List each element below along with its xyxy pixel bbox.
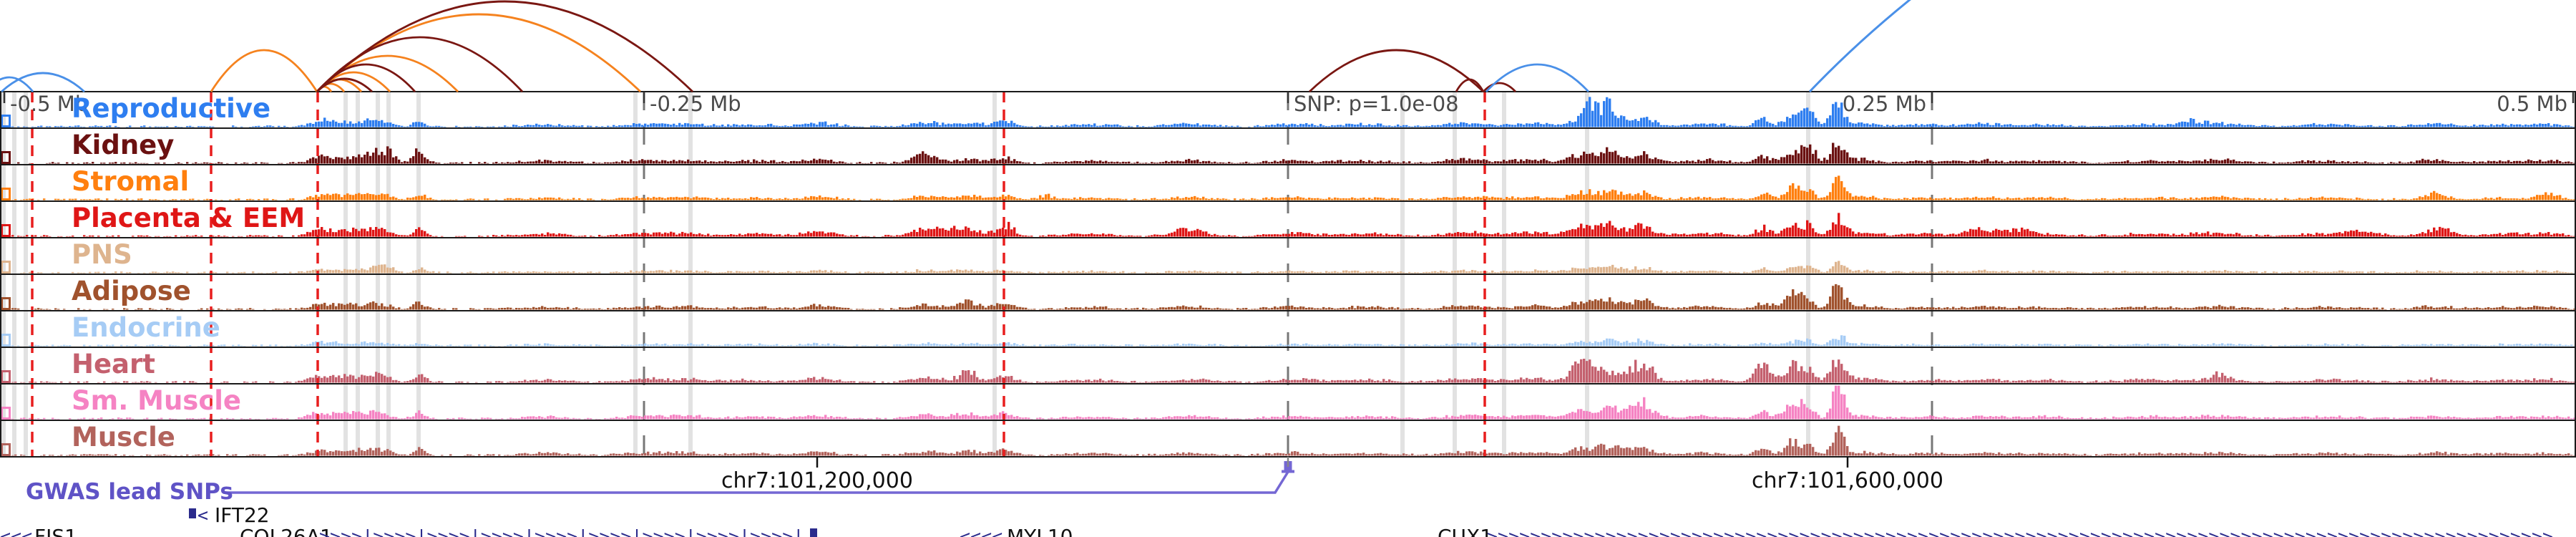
interaction-arc-blue <box>0 76 34 92</box>
gene-exon-box-ift22 <box>189 508 196 518</box>
signal-track-endocrine <box>6 335 2576 347</box>
left-edge-peak-outline <box>1 151 11 164</box>
gwas-lead-snps-label: GWAS lead SNPs <box>26 479 233 505</box>
interaction-arc-blue <box>1485 63 1590 92</box>
gene-body-col26a1: >>>>|>>>>|>>>>|>>>>|>>>>|>>>>|>>>>|>>>>|… <box>319 528 809 537</box>
track-label-adipose: Adipose <box>72 276 191 306</box>
interaction-arc-darkred <box>1309 49 1484 93</box>
track-label-stromal: Stromal <box>72 166 190 197</box>
track-label-muscle: Muscle <box>72 422 175 453</box>
gene-body-fis1: <<< <box>0 528 33 537</box>
genome-coordinate-label: chr7:101,600,000 <box>1752 468 1943 493</box>
track-label-placenta-eem: Placenta & EEM <box>72 203 306 233</box>
axis-tick-label: -0.5 Mb <box>10 92 89 116</box>
left-edge-peak-outline <box>1 443 11 456</box>
track-label-endocrine: Endocrine <box>72 312 220 343</box>
left-edge-peak-outline <box>1 370 11 383</box>
left-edge-peak-outline <box>1 224 11 237</box>
axis-tick-label: -0.25 Mb <box>650 92 741 116</box>
left-edge-peak-outline <box>1 407 11 420</box>
left-edge-peak-outline <box>1 261 11 274</box>
track-label-heart: Heart <box>72 349 155 379</box>
interaction-arc-blue <box>1 72 85 93</box>
gene-body-myl10: <<<< <box>960 528 1004 537</box>
signal-track-pns <box>0 261 2573 274</box>
interaction-arc-darkred <box>316 0 693 93</box>
track-label-kidney: Kidney <box>72 130 175 160</box>
axis-tick-label: 0.25 Mb <box>1842 92 1926 116</box>
signal-track-kidney <box>6 142 2576 164</box>
axis-tick-label: 0.5 Mb <box>2497 92 2567 116</box>
gene-label-myl10: MYL10 <box>1007 525 1073 537</box>
interaction-arc-orange <box>210 49 318 92</box>
left-edge-peak-outline <box>1 334 11 347</box>
gene-label-ift22: IFT22 <box>215 503 270 527</box>
lead-snp-pointer-line <box>223 471 1289 494</box>
track-label-sm-muscle: Sm. Muscle <box>72 385 242 416</box>
gene-body-cux1: >>>>>>>>>>>>>>>>>>>>>>>>>>>>>>>>>>>>>>>>… <box>1487 528 2573 537</box>
genome-coordinate-label: chr7:101,200,000 <box>721 468 913 493</box>
gene-exon-box-col26a1 <box>810 528 817 537</box>
interaction-arc-darkred <box>1482 82 1517 92</box>
gene-body-ift22: < <box>197 506 209 524</box>
track-label-pns: PNS <box>72 239 132 270</box>
interaction-arc-partial <box>1808 0 1911 93</box>
gene-label-fis1: FIS1 <box>34 525 77 537</box>
left-edge-peak-outline <box>1 188 11 200</box>
gene-label-cux1: CUX1 <box>1438 525 1493 537</box>
left-edge-peak-outline <box>1 297 11 310</box>
track-label-reproductive: Reproductive <box>72 93 271 124</box>
interaction-arc-darkred <box>1455 78 1485 92</box>
gene-label-col26a1: COL26A1 <box>240 525 333 537</box>
left-edge-peak-outline <box>1 115 11 127</box>
axis-snp-label: SNP: p=1.0e-08 <box>1294 92 1459 116</box>
